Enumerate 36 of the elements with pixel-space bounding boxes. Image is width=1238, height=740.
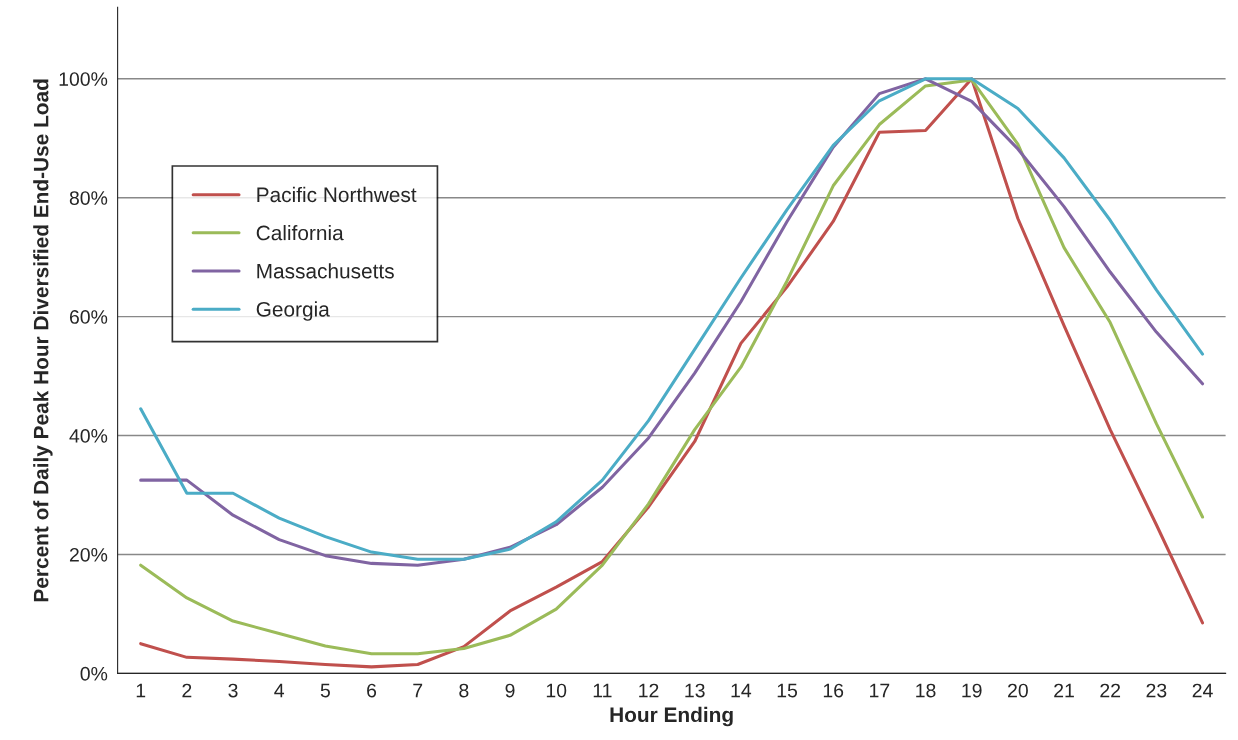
x-tick-label: 2 — [182, 683, 192, 698]
x-tick-label: 4 — [274, 683, 285, 698]
x-tick-label: 18 — [916, 683, 936, 698]
y-tick-label: 40% — [69, 429, 108, 443]
y-tick-label: 0% — [80, 666, 108, 681]
x-tick-label: 21 — [1054, 683, 1074, 698]
y-tick-label: 100% — [59, 72, 108, 86]
y-axis-title: Percent of Daily Peak Hour Diversified End-Use Load — [33, 79, 53, 602]
x-tick-label: 19 — [962, 683, 982, 698]
x-tick-label: 17 — [870, 683, 890, 698]
x-tick-label: 11 — [593, 683, 612, 698]
x-tick-label: 14 — [731, 683, 752, 698]
x-tick-label: 23 — [1146, 683, 1167, 698]
x-tick-label: 10 — [546, 683, 567, 698]
y-tick-label: 60% — [69, 310, 108, 324]
x-tick-label: 24 — [1192, 683, 1213, 698]
x-tick-label: 8 — [459, 683, 469, 698]
x-axis-title: Hour Ending — [610, 706, 733, 727]
x-tick-label: 20 — [1008, 683, 1028, 698]
x-tick-label: 1 — [136, 683, 146, 698]
x-tick-label: 12 — [639, 683, 659, 698]
legend-label: Georgia — [256, 301, 330, 321]
legend-label: Pacific Northwest — [257, 186, 417, 203]
legend-label: California — [256, 225, 344, 241]
x-tick-label: 9 — [505, 683, 515, 698]
x-tick-label: 15 — [777, 683, 798, 698]
x-tick-label: 3 — [228, 683, 238, 698]
x-tick-label: 16 — [823, 683, 844, 698]
legend-label: Massachusetts — [257, 263, 394, 279]
x-tick-label: 6 — [367, 683, 377, 698]
x-tick-label: 22 — [1100, 683, 1121, 698]
x-tick-label: 5 — [320, 683, 330, 698]
y-tick-label: 80% — [69, 191, 108, 205]
x-tick-label: 13 — [685, 683, 705, 698]
y-tick-label: 20% — [69, 547, 108, 562]
x-tick-label: 7 — [413, 683, 423, 698]
